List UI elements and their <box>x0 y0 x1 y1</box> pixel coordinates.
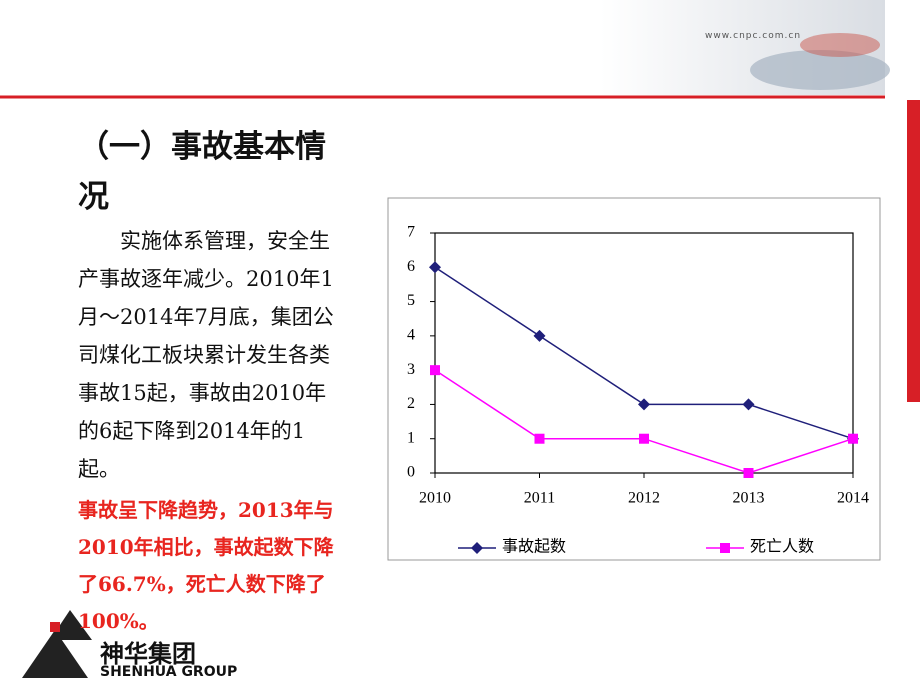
marker <box>720 543 730 553</box>
legend-label: 死亡人数 <box>750 538 814 556</box>
chart-frame <box>387 197 881 561</box>
y-tick-label: 7 <box>407 224 415 241</box>
marker <box>742 398 755 411</box>
series-line <box>434 266 854 440</box>
x-tick-label: 2010 <box>419 490 451 507</box>
y-tick-label: 2 <box>407 395 415 412</box>
x-tick-label: 2012 <box>628 490 660 507</box>
header-image <box>800 33 880 57</box>
x-tick-label: 2011 <box>524 490 555 507</box>
logo-mark <box>50 622 60 632</box>
logo-mark <box>50 610 92 640</box>
marker <box>534 433 545 444</box>
y-tick-label: 6 <box>407 258 415 275</box>
x-tick-label: 2014 <box>837 490 869 507</box>
y-tick-label: 4 <box>407 327 415 344</box>
logo-cn: 神华集团 <box>100 640 196 668</box>
url: www.cnpc.com.cn <box>705 31 802 41</box>
marker <box>743 468 754 478</box>
logo-mark <box>22 630 88 678</box>
highlight-text: 事故呈下降趋势，2013年与2010年相比，事故起数下降了66.7%，死亡人数下… <box>78 498 334 633</box>
y-tick-label: 1 <box>407 429 415 446</box>
marker <box>430 365 440 376</box>
y-tick-label: 0 <box>407 464 415 481</box>
side-bar <box>907 100 920 402</box>
legend-label: 事故起数 <box>502 538 566 556</box>
logo-en: SHENHUA GROUP <box>100 664 238 680</box>
x-tick-label: 2013 <box>733 490 765 507</box>
marker <box>848 433 858 444</box>
y-tick-label: 3 <box>407 361 415 378</box>
header-image <box>750 50 890 90</box>
marker <box>638 398 650 411</box>
series-line <box>434 369 854 474</box>
marker <box>639 433 649 444</box>
marker <box>429 261 441 274</box>
body-text: 实施体系管理，安全生产事故逐年减少。2010年1月～2014年7月底，集团公司煤… <box>78 229 334 481</box>
y-tick-label: 5 <box>407 292 415 309</box>
marker <box>533 329 546 342</box>
title: （一）事故基本情况 <box>78 129 326 215</box>
marker <box>471 542 483 554</box>
